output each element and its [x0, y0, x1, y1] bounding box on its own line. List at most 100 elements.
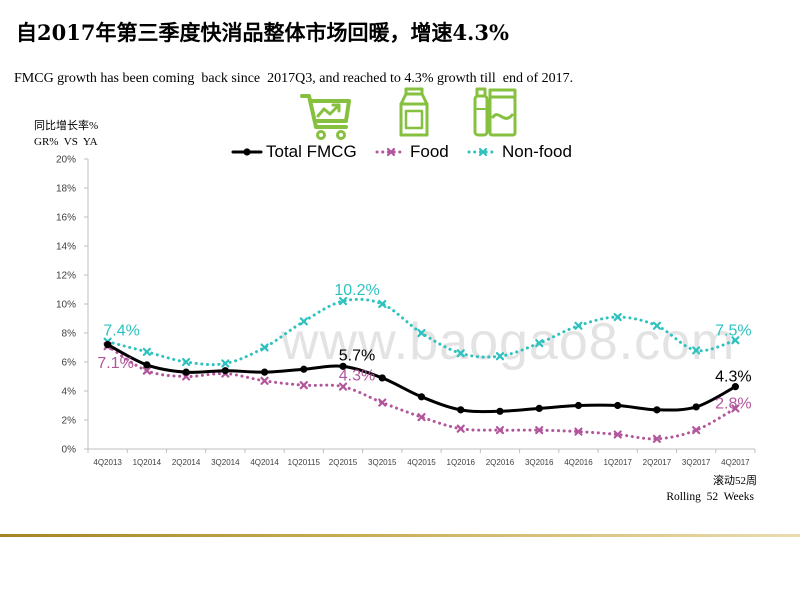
data-point-total-fmcg — [574, 401, 583, 410]
legend-swatch — [231, 148, 263, 156]
legend-label: Food — [410, 142, 449, 161]
y-axis-label-cn: 同比增长率% — [34, 120, 99, 132]
data-labels: 7.4% 7.1% 10.2% 5.7% 4.3% 7.5% 4.3% 2.8% — [97, 282, 751, 412]
data-label: 4.3% — [715, 369, 751, 386]
legend-label: Total FMCG — [266, 142, 357, 161]
data-label: 10.2% — [334, 282, 379, 299]
data-point-total-fmcg — [143, 361, 151, 369]
y-tick-label: 14% — [56, 242, 76, 253]
y-tick-label: 18% — [56, 184, 76, 195]
x-tick-label: 4Q2015 — [407, 458, 436, 467]
data-label: 7.4% — [103, 323, 139, 340]
series-line-total-fmcg — [106, 343, 737, 414]
y-tick-label: 8% — [62, 329, 77, 340]
x-tick-label: 3Q2015 — [368, 458, 397, 467]
data-point-non-food — [142, 347, 151, 356]
y-tick-label: 20% — [56, 155, 76, 166]
shopping-cart-chart-icon — [300, 94, 351, 140]
y-tick-label: 2% — [62, 416, 77, 427]
y-tick-label: 0% — [62, 445, 77, 456]
chart-axes: 0% 2% 4% 6% 8% 10% 12% 14% 16% 18% 20% 4Q2013 1Q2014… — [56, 155, 756, 467]
series-line-food — [106, 344, 737, 441]
data-point-non-food — [456, 349, 465, 358]
x-tick-label: 4Q2016 — [564, 458, 593, 467]
milk-carton-icon — [399, 87, 429, 137]
data-point-non-food — [652, 321, 662, 330]
x-tick-label: 2Q2017 — [643, 458, 672, 467]
data-point-non-food — [417, 328, 426, 338]
x-tick-label: 2Q2016 — [486, 458, 515, 467]
data-point-non-food — [299, 317, 308, 326]
data-point-food — [731, 404, 740, 413]
y-tick-label: 16% — [56, 213, 76, 224]
legend-label: Non-food — [502, 142, 572, 161]
data-point-non-food — [338, 297, 348, 306]
x-tick-label: 1Q2016 — [447, 458, 476, 467]
footer-divider — [0, 534, 800, 537]
x-tick-label: 1Q2017 — [603, 458, 632, 467]
data-point-total-fmcg — [378, 374, 386, 382]
data-point-non-food — [731, 336, 740, 345]
x-tick-label: 2Q2015 — [329, 458, 358, 467]
y-tick-label: 6% — [62, 358, 77, 369]
data-point-non-food — [260, 343, 269, 352]
data-point-non-food — [613, 312, 622, 322]
data-point-non-food — [574, 321, 583, 330]
data-point-total-fmcg — [104, 341, 112, 349]
legend-marker — [478, 147, 488, 157]
legend-swatch — [375, 147, 407, 157]
data-point-total-fmcg — [692, 403, 700, 411]
x-tick-label: 1Q20115 — [288, 458, 321, 467]
data-point-total-fmcg — [260, 368, 269, 376]
data-point-food — [378, 398, 387, 407]
data-point-total-fmcg — [457, 406, 465, 414]
data-point-non-food — [692, 346, 701, 355]
data-point-total-fmcg — [496, 407, 504, 415]
data-label: 7.5% — [715, 322, 751, 339]
bottle-and-jar-icon — [473, 87, 517, 137]
x-tick-label: 3Q2014 — [211, 458, 240, 467]
y-axis-label-en: GR% VS YA — [34, 136, 98, 148]
data-point-non-food — [378, 299, 387, 309]
x-tick-label: 2Q2014 — [172, 458, 201, 467]
data-point-food — [456, 424, 465, 433]
legend-item-non-food: Non-food — [467, 141, 572, 163]
data-point-non-food — [181, 357, 191, 367]
x-tick-label: 3Q2017 — [682, 458, 711, 467]
data-point-food — [338, 382, 348, 391]
data-point-total-fmcg — [417, 393, 426, 401]
x-tick-label: 3Q2016 — [525, 458, 554, 467]
series-food — [103, 341, 740, 443]
legend-marker — [386, 147, 396, 157]
data-point-food — [417, 413, 426, 422]
legend-swatch — [467, 147, 499, 157]
data-point-non-food — [535, 339, 544, 348]
data-point-food — [495, 426, 505, 435]
page-subtitle: FMCG growth has been coming back since 2… — [14, 71, 574, 86]
data-label: 7.1% — [97, 355, 133, 372]
data-point-food — [142, 366, 151, 375]
x-tick-label: 4Q2017 — [721, 458, 750, 467]
y-tick-label: 12% — [56, 271, 76, 282]
footnote-rolling-cn: 滚动52周 — [713, 475, 757, 487]
x-tick-label: 4Q2013 — [93, 458, 122, 467]
data-point-total-fmcg — [300, 365, 308, 373]
data-point-food — [613, 430, 622, 439]
data-label: 2.8% — [715, 395, 751, 412]
y-tick-label: 4% — [62, 387, 77, 398]
data-point-food — [652, 434, 662, 443]
data-label: 5.7% — [339, 347, 375, 364]
y-tick-label: 10% — [56, 300, 76, 311]
data-label: 4.3% — [339, 368, 375, 385]
data-point-total-fmcg — [221, 367, 229, 375]
legend-item-total-fmcg: Total FMCG — [231, 141, 357, 163]
page-title: 自2017年第三季度快消品整体市场回暖，增速4.3% — [16, 20, 509, 45]
data-point-total-fmcg — [182, 368, 190, 376]
data-point-total-fmcg — [731, 383, 739, 391]
data-point-food — [535, 426, 544, 435]
series-non-food — [103, 297, 740, 368]
x-tick-label: 1Q2014 — [133, 458, 162, 467]
legend-marker — [243, 148, 251, 156]
